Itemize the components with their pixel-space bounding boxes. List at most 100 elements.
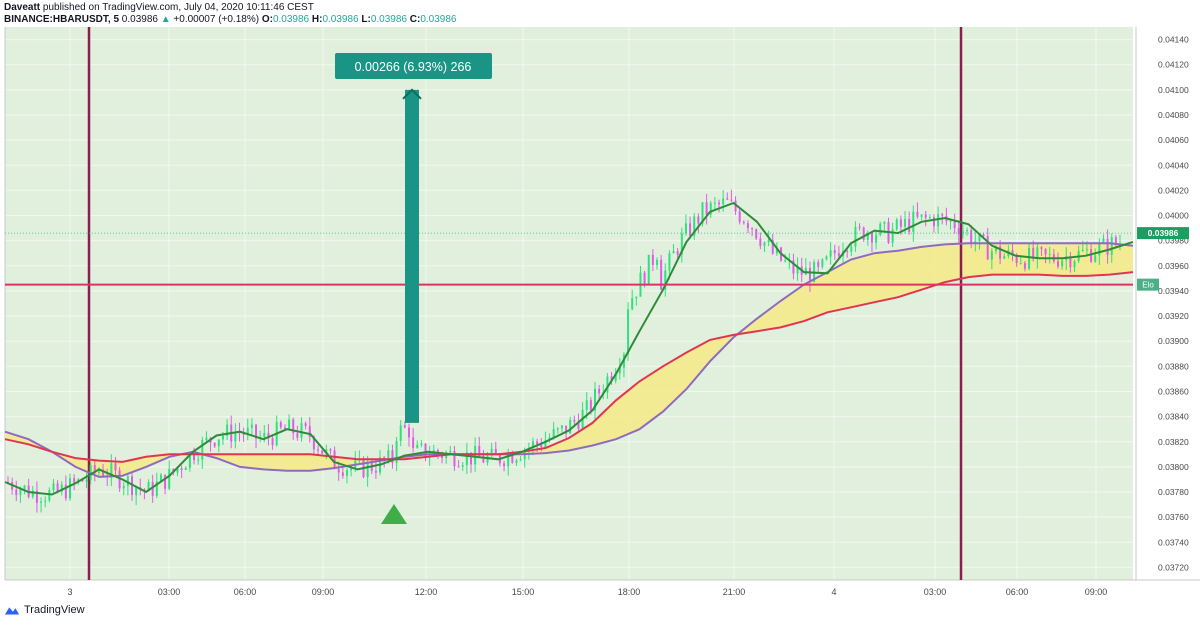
high-value: 0.03986 — [322, 14, 359, 25]
low-label: L: — [361, 14, 371, 25]
candle-body — [722, 198, 725, 205]
candle-body — [288, 419, 291, 430]
symbol-name: BINANCE:HBARUSDT, 5 — [4, 14, 120, 25]
candle-body — [399, 425, 402, 441]
symbol-info: BINANCE:HBARUSDT, 5 0.03986 ▲ +0.00007 (… — [4, 14, 456, 25]
candle-body — [221, 435, 224, 440]
x-tick-label: 09:00 — [1085, 587, 1108, 597]
candle-body — [345, 470, 348, 476]
candle-body — [23, 485, 26, 490]
y-tick-label: 0.03720 — [1158, 562, 1189, 572]
candle-body — [97, 471, 100, 473]
candle-body — [515, 460, 518, 463]
published-text: published on TradingView.com, July 04, 2… — [42, 2, 314, 13]
candle-body — [48, 490, 51, 501]
candle-body — [941, 214, 944, 216]
candle-body — [155, 481, 158, 496]
candle-body — [234, 432, 237, 442]
candle-body — [81, 479, 84, 482]
ma-cloud — [5, 243, 1133, 477]
candle-body — [833, 250, 836, 254]
candle-body — [709, 202, 712, 215]
candle-body — [713, 202, 716, 204]
candle-body — [503, 463, 506, 467]
candle-body — [792, 260, 795, 274]
open-value: 0.03986 — [272, 14, 310, 25]
candle-body — [643, 272, 646, 285]
candle-body — [598, 388, 601, 394]
candle-body — [928, 217, 931, 219]
measure-label-box[interactable] — [335, 53, 492, 79]
candle-body — [321, 450, 324, 454]
candle-body — [40, 501, 43, 503]
y-tick-label: 0.03760 — [1158, 512, 1189, 522]
candle-body — [784, 260, 787, 262]
candle-body — [205, 437, 208, 441]
x-tick-label: 21:00 — [723, 587, 746, 597]
candle-body — [689, 223, 692, 236]
candle-body — [110, 463, 113, 478]
candle-body — [412, 437, 415, 448]
y-tick-label: 0.03740 — [1158, 537, 1189, 547]
candle-body — [1015, 255, 1018, 264]
candle-body — [540, 444, 543, 448]
candle-body — [970, 230, 973, 245]
candle-body — [490, 448, 493, 456]
candle-body — [846, 250, 849, 252]
candle-body — [35, 490, 38, 503]
y-tick-label: 0.03880 — [1158, 361, 1189, 371]
candle-body — [193, 452, 196, 461]
candle-body — [271, 438, 274, 446]
candle-body — [866, 233, 869, 240]
candle-body — [255, 424, 258, 439]
candle-body — [102, 471, 105, 477]
candle-body — [978, 234, 981, 242]
x-tick-label: 15:00 — [512, 587, 535, 597]
candle-body — [879, 223, 882, 236]
candle-body — [226, 424, 229, 436]
candle-body — [184, 467, 187, 470]
candle-body — [672, 251, 675, 254]
candle-body — [64, 484, 67, 499]
candle-body — [1102, 238, 1105, 244]
y-tick-label: 0.03860 — [1158, 386, 1189, 396]
candle-body — [296, 433, 299, 438]
candle-body — [391, 450, 394, 463]
candle-body — [999, 246, 1002, 259]
candle-body — [920, 214, 923, 217]
y-tick-label: 0.03820 — [1158, 437, 1189, 447]
ma-mid-line — [4, 271, 1134, 463]
candle-body — [817, 262, 820, 267]
candle-body — [746, 223, 749, 229]
candle-body — [19, 489, 22, 496]
candle-body — [1028, 247, 1031, 269]
candle-body — [697, 216, 700, 224]
candle-body — [1032, 247, 1035, 259]
x-tick-label: 06:00 — [234, 587, 257, 597]
candle-body — [279, 422, 282, 428]
measure-bar[interactable] — [405, 89, 419, 423]
current-price-label: 0.03986 — [1148, 228, 1179, 238]
candle-body — [1069, 256, 1072, 268]
candle-body — [283, 427, 286, 430]
candle-body — [407, 427, 410, 438]
candle-body — [85, 479, 88, 482]
candle-body — [164, 474, 167, 489]
candle-body — [854, 226, 857, 247]
candle-body — [93, 465, 96, 473]
candle-body — [912, 211, 915, 233]
x-tick-label: 06:00 — [1006, 587, 1029, 597]
candle-body — [263, 432, 266, 438]
candle-body — [159, 474, 162, 482]
candle-body — [536, 441, 539, 445]
author-name[interactable]: Daveatt — [4, 2, 41, 13]
candle-body — [895, 219, 898, 230]
candle-body — [966, 230, 969, 232]
candle-body — [312, 436, 315, 450]
plot-background — [5, 27, 1133, 580]
footer-brand[interactable]: TradingView — [4, 604, 85, 616]
candle-body — [664, 270, 667, 290]
candle-body — [238, 432, 241, 434]
low-value: 0.03986 — [370, 14, 407, 25]
